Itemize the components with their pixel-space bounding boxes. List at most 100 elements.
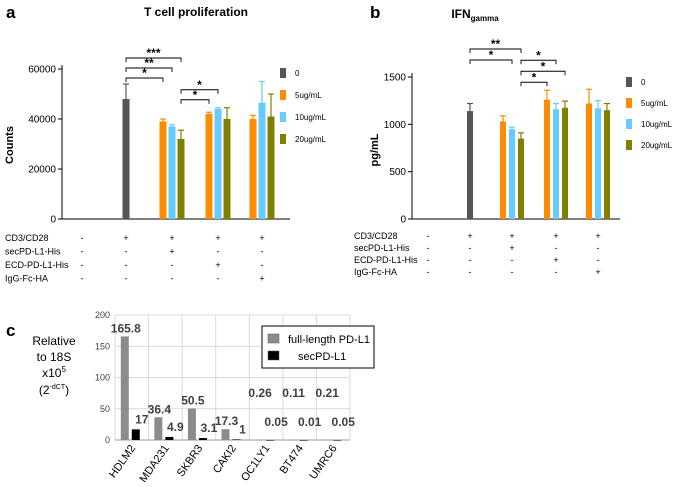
panel-b-condition-mark: + xyxy=(595,231,600,241)
panel-b-y-tick-label: 0 xyxy=(400,215,406,226)
panel-b-bar xyxy=(500,121,506,219)
panel-a-bar xyxy=(214,109,222,219)
panel-c-value-label: 1 xyxy=(239,422,246,436)
panel-label-b: b xyxy=(370,3,380,22)
panel-c-bar xyxy=(154,417,163,440)
panel-a-significance-bracket xyxy=(180,89,219,94)
panel-c-bar xyxy=(333,439,342,441)
panel-b-bar xyxy=(586,103,592,219)
panel-a-condition-mark: - xyxy=(217,247,220,257)
panel-a-legend-label: 5ug/mL xyxy=(295,91,322,100)
panel-b-condition-mark: + xyxy=(467,231,472,241)
panel-b-condition-mark: - xyxy=(469,243,472,253)
panel-b-condition-mark: - xyxy=(511,267,514,277)
panel-c-legend-label: full-length PD-L1 xyxy=(288,334,370,346)
panel-a-y-label: Counts xyxy=(4,126,16,164)
panel-a-bar xyxy=(267,116,275,219)
panel-b-bar xyxy=(467,111,473,219)
panel-c-y-label-line2: to 18S xyxy=(37,350,72,364)
panel-a-legend-swatch xyxy=(280,90,286,100)
panel-a-condition-mark: - xyxy=(81,247,84,257)
panel-c-bar xyxy=(120,336,129,440)
panel-b-legend-swatch xyxy=(626,77,632,87)
panel-b-y-tick-label: 1500 xyxy=(384,73,407,84)
panel-c-category-label: SKBR3 xyxy=(175,443,206,479)
panel-c-y-label: Relative to 18S x105 (2-dCT) xyxy=(32,334,76,397)
panel-c-category-label: OC1LY1 xyxy=(239,443,273,484)
panel-c-legend-swatch xyxy=(267,333,280,344)
panel-a-condition-mark: + xyxy=(123,233,128,243)
panel-a-legend-swatch xyxy=(280,68,286,78)
panel-b-significance-label: * xyxy=(541,59,546,73)
panel-c-y-label-line4: (2-dCT) xyxy=(39,383,69,397)
panel-c-bar xyxy=(187,408,196,440)
panel-a-chart: T cell proliferation Counts 0 20000 40000 6… xyxy=(4,5,327,284)
panel-b-condition-mark: - xyxy=(555,267,558,277)
panel-c-bar xyxy=(221,429,230,440)
panel-c-legend-box xyxy=(261,325,375,369)
panel-b-significance-label: ** xyxy=(491,37,501,51)
panel-a-condition-mark: + xyxy=(169,233,174,243)
panel-c-bar xyxy=(255,439,264,441)
panel-c-y-label-line3: x105 xyxy=(42,365,66,380)
panel-c-category-label: BT474 xyxy=(278,443,306,476)
panel-b-y-label: pg/mL xyxy=(369,133,381,166)
panel-c-value-label: 0.21 xyxy=(316,386,340,400)
panel-a-bar xyxy=(177,139,185,219)
panel-c-value-label: 17.3 xyxy=(215,414,239,428)
panel-c-bar xyxy=(131,429,140,440)
panel-b-condition-label: secPD-L1-His xyxy=(354,243,410,253)
panel-b-condition-mark: + xyxy=(509,243,514,253)
panel-b-significance-bracket xyxy=(520,81,548,87)
panel-b-condition-label: IgG-Fc-HA xyxy=(354,267,397,277)
panel-a-significance-label: * xyxy=(142,66,147,80)
panel-b-bar xyxy=(595,108,601,219)
panel-label-a: a xyxy=(6,3,16,22)
panel-b-legend-label: 5ug/mL xyxy=(641,99,668,108)
panel-c-y-tick-label: 200 xyxy=(95,310,110,320)
panel-c-y-label-line1: Relative xyxy=(32,334,76,348)
panel-c-value-label: 0.26 xyxy=(248,386,272,400)
panel-a-condition-label: ECD-PD-L1-His xyxy=(5,260,69,270)
panel-b-legend-label: 0 xyxy=(641,78,646,87)
panel-a-condition-mark: - xyxy=(261,260,264,270)
panel-c-value-label: 36.4 xyxy=(148,402,172,416)
panel-b-condition-mark: - xyxy=(427,255,430,265)
panel-b-condition-mark: - xyxy=(597,255,600,265)
panel-b-legend-label: 20ug/mL xyxy=(641,141,673,150)
panel-c-value-label: 0.11 xyxy=(282,386,305,400)
panel-b-condition-mark: + xyxy=(553,231,558,241)
panel-b-condition-mark: + xyxy=(595,267,600,277)
panel-c-legend-swatch xyxy=(267,350,280,361)
panel-a-condition-mark: + xyxy=(215,260,220,270)
panel-b-title-sub: gamma xyxy=(471,14,500,23)
panel-a-y-tick-label: 0 xyxy=(50,215,56,226)
panel-b-y-tick-label: 500 xyxy=(389,167,406,178)
panel-b-bar xyxy=(562,107,568,219)
panel-c-y-tick-label: 0 xyxy=(105,435,110,445)
panel-c-y-tick-label: 150 xyxy=(95,341,110,351)
panel-a-y-tick-label: 60000 xyxy=(28,65,56,76)
panel-a-condition-mark: - xyxy=(171,260,174,270)
panel-b-bar xyxy=(509,129,515,219)
panel-a-significance-bracket xyxy=(125,77,164,82)
panel-c-category-label: CAKI2 xyxy=(211,443,239,476)
panel-b-bar xyxy=(544,99,550,219)
panel-c-category-label: HDLM2 xyxy=(107,443,138,480)
panel-b-chart: IFNgamma pg/mL 0 500 1000 1500 0 5ug/mL 10ug/m… xyxy=(354,7,673,277)
panel-a-significance-label: * xyxy=(197,78,202,92)
panel-b-significance-label: * xyxy=(489,48,494,62)
panel-b-condition-label: CD3/CD28 xyxy=(354,231,398,241)
panel-b-condition-mark: + xyxy=(509,231,514,241)
panel-c-value-label: 4.9 xyxy=(167,420,184,434)
panel-c-category-label: UMRC6 xyxy=(307,443,339,482)
panel-a-condition-mark: - xyxy=(171,274,174,284)
panel-a-condition-mark: + xyxy=(259,274,264,284)
panel-b-title: IFNgamma xyxy=(451,7,499,23)
panel-b-condition-mark: - xyxy=(555,243,558,253)
panel-c-value-label: 165.8 xyxy=(111,321,141,335)
panel-a-significance-bracket xyxy=(180,99,210,104)
panel-b-y-tick-label: 1000 xyxy=(384,120,407,131)
panel-c-y-tick-label: 100 xyxy=(95,373,110,383)
